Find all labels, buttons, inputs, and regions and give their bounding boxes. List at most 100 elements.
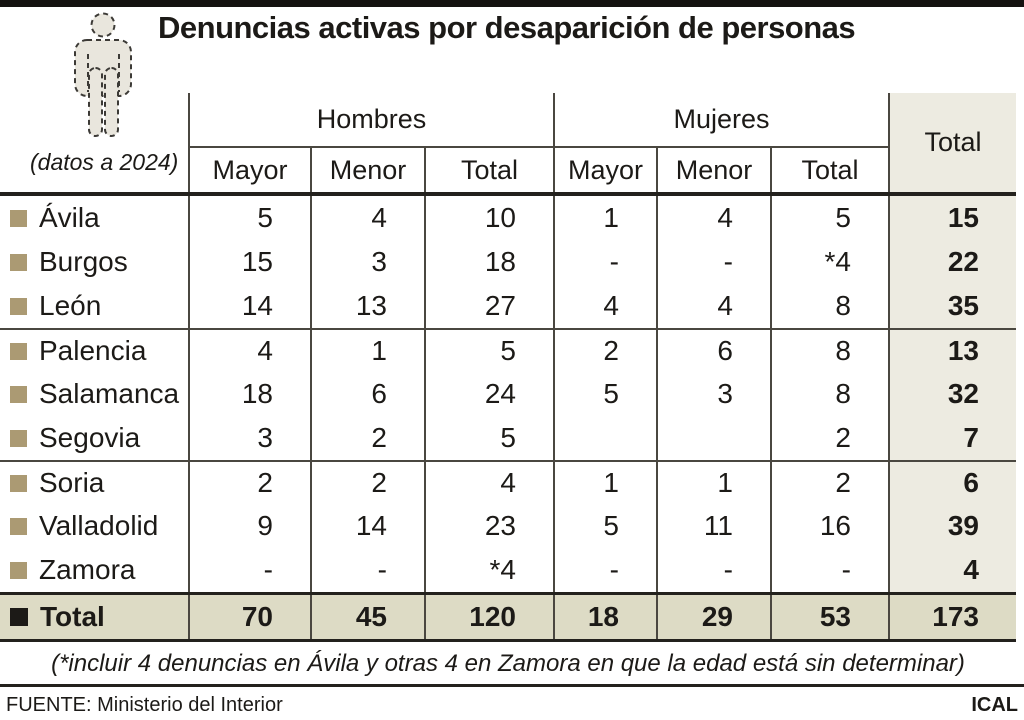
row-label: Burgos: [39, 246, 128, 277]
table-cell: 2: [553, 330, 656, 372]
row-label-cell: Soria: [0, 462, 188, 504]
table-cell: 22: [888, 240, 1016, 284]
table-cell: -: [188, 548, 310, 592]
table-cell: 2: [770, 462, 888, 504]
footnote: (*incluir 4 denuncias en Ávila y otras 4…: [51, 650, 965, 677]
table-cell: *4: [424, 548, 553, 592]
table-cell: 1: [656, 462, 770, 504]
table-row: Soria 2 2 4 1 1 2 6: [0, 460, 1016, 504]
column-header-mujeres-total: Total: [770, 148, 888, 192]
top-rule: [0, 0, 1024, 7]
column-header-hombres-total: Total: [424, 148, 553, 192]
row-label: Segovia: [39, 422, 141, 453]
table-cell: *4: [770, 240, 888, 284]
table-row: León 14 13 27 4 4 8 35: [0, 284, 1016, 328]
table-cell: 15: [188, 240, 310, 284]
table-row: Segovia 3 2 5 2 7: [0, 416, 1016, 460]
table-cell: 3: [188, 416, 310, 460]
table-cell: 2: [310, 416, 424, 460]
agency-credit: ICAL: [971, 694, 1018, 716]
table-cell: 32: [888, 372, 1016, 416]
table-cell: 4: [656, 196, 770, 240]
table-cell: 6: [888, 462, 1016, 504]
row-label-cell: Zamora: [0, 548, 188, 592]
bullet-square-icon: [10, 253, 27, 271]
row-label-cell: Ávila: [0, 196, 188, 240]
table-cell: 4: [310, 196, 424, 240]
table-cell: 13: [310, 284, 424, 328]
column-group-hombres: Hombres: [188, 93, 553, 148]
column-header-total: Total: [888, 93, 1016, 192]
table-cell: 24: [424, 372, 553, 416]
table-cell: 13: [888, 330, 1016, 372]
table-cell: 2: [770, 416, 888, 460]
table-cell: 1: [553, 462, 656, 504]
table-cell: 6: [656, 330, 770, 372]
table-cell: 15: [888, 196, 1016, 240]
row-label-cell: Palencia: [0, 330, 188, 372]
table-cell: -: [770, 548, 888, 592]
row-label-cell: Total: [0, 595, 188, 639]
table-row: Zamora - - *4- - -4: [0, 548, 1016, 592]
table-cell: 14: [188, 284, 310, 328]
row-label-cell: León: [0, 284, 188, 328]
table-cell: 120: [424, 595, 553, 639]
row-label: Ávila: [39, 202, 100, 233]
table-cell: 1: [553, 196, 656, 240]
table-cell: 29: [656, 595, 770, 639]
bullet-square-icon: [10, 342, 27, 360]
table-cell: [656, 416, 770, 460]
table-cell: 70: [188, 595, 310, 639]
table-cell: 4: [888, 548, 1016, 592]
table-cell: [553, 416, 656, 460]
table-cell: 10: [424, 196, 553, 240]
table-cell: 4: [553, 284, 656, 328]
table-cell: -: [553, 240, 656, 284]
table-cell: 18: [188, 372, 310, 416]
row-label: Total: [40, 601, 105, 632]
column-header-mujeres-mayor: Mayor: [553, 148, 656, 192]
bullet-square-icon: [10, 385, 27, 403]
data-year-note: (datos a 2024): [30, 149, 179, 175]
row-label: Soria: [39, 467, 105, 498]
table-header: Hombres Mujeres Total Mayor Menor Total …: [0, 93, 1016, 196]
column-header-hombres-mayor: Mayor: [188, 148, 310, 192]
table-cell: 4: [188, 330, 310, 372]
table-cell: 6: [310, 372, 424, 416]
row-label-cell: Salamanca: [0, 372, 188, 416]
table-cell: 3: [656, 372, 770, 416]
table-cell: 8: [770, 330, 888, 372]
row-label: Zamora: [39, 554, 136, 585]
table-row: Salamanca 18 6 24 5 3 8 32: [0, 372, 1016, 416]
table-cell: 35: [888, 284, 1016, 328]
table-cell: 5: [424, 416, 553, 460]
table-cell: 2: [188, 462, 310, 504]
table-cell: -: [656, 240, 770, 284]
table-row: Burgos 15 3 18- - *4 22: [0, 240, 1016, 284]
table-row: Palencia 4 1 5 2 6 8 13: [0, 328, 1016, 372]
table-cell: 18: [553, 595, 656, 639]
source-bar: FUENTE: Ministerio del Interior ICAL: [6, 694, 1018, 717]
table-row: Valladolid 9 14 23 5 11 16 39: [0, 504, 1016, 548]
bullet-square-icon: [10, 517, 27, 535]
table-cell: -: [310, 548, 424, 592]
source-rule: [0, 684, 1024, 687]
bullet-square-icon: [10, 561, 27, 579]
bullet-square-icon: [10, 297, 27, 315]
bullet-square-icon: [10, 429, 27, 447]
table-cell: 173: [888, 595, 1016, 639]
table-body: Ávila 5 4 10 1 4 5 15 Burgos 15 3 18- - *4 22 León 14 13 2…: [0, 196, 1016, 642]
table-cell: 5: [770, 196, 888, 240]
row-label-cell: Valladolid: [0, 504, 188, 548]
table-cell: 9: [188, 504, 310, 548]
row-label: Valladolid: [39, 510, 159, 541]
table-cell: 5: [553, 504, 656, 548]
table-cell: 45: [310, 595, 424, 639]
table-cell: 39: [888, 504, 1016, 548]
table-cell: 4: [656, 284, 770, 328]
table-cell: 3: [310, 240, 424, 284]
table-cell: 18: [424, 240, 553, 284]
bullet-square-icon: [10, 608, 28, 626]
table-cell: -: [656, 548, 770, 592]
table-cell: 14: [310, 504, 424, 548]
